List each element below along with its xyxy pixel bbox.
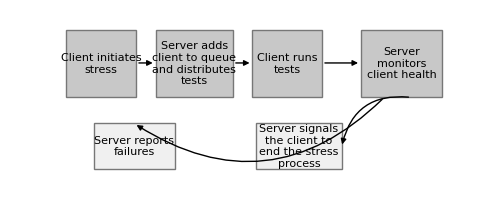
Text: Client runs
tests: Client runs tests <box>257 53 318 74</box>
FancyBboxPatch shape <box>66 30 136 98</box>
FancyBboxPatch shape <box>156 30 233 98</box>
FancyBboxPatch shape <box>361 30 442 98</box>
FancyBboxPatch shape <box>252 30 322 98</box>
Text: Server adds
client to queue
and distributes
tests: Server adds client to queue and distribu… <box>152 41 236 86</box>
Text: Server signals
the client to
end the stress
process: Server signals the client to end the str… <box>259 124 338 169</box>
Text: Client initiates
stress: Client initiates stress <box>61 53 142 74</box>
FancyBboxPatch shape <box>256 123 342 170</box>
Text: Server
monitors
client health: Server monitors client health <box>366 47 436 80</box>
FancyBboxPatch shape <box>94 123 175 170</box>
Text: Server reports
failures: Server reports failures <box>94 136 174 157</box>
